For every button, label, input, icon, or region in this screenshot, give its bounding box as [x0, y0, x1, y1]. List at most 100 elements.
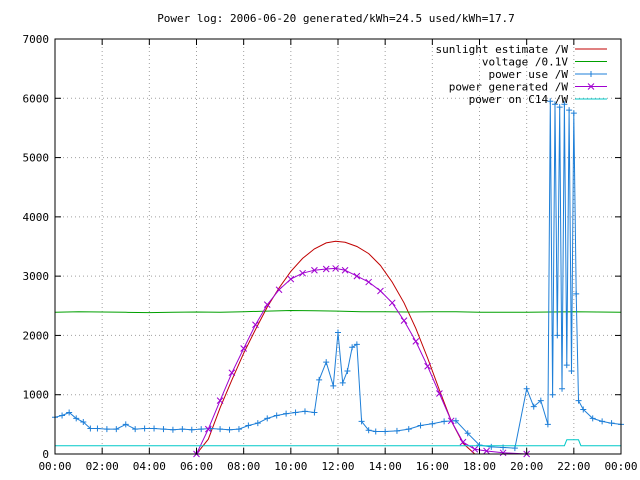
data-point: [452, 417, 459, 424]
data-point: [587, 83, 595, 90]
data-point: [66, 409, 73, 416]
data-point: [561, 101, 568, 108]
series-line: [54, 101, 622, 449]
data-point: [382, 428, 389, 435]
data-point: [436, 390, 443, 397]
series-line: [55, 439, 621, 447]
data-point: [400, 317, 408, 324]
data-point: [549, 391, 556, 398]
data-point: [353, 272, 361, 280]
x-tick-label: 00:00: [604, 460, 637, 473]
data-point: [341, 266, 349, 274]
data-point: [263, 301, 271, 308]
data-point: [588, 71, 594, 77]
data-point: [599, 418, 606, 425]
series-line: [196, 267, 527, 455]
data-point: [377, 287, 384, 295]
series-0: [196, 240, 476, 455]
data-point: [575, 397, 582, 404]
data-point: [311, 266, 318, 274]
data-point: [358, 418, 365, 425]
data-point: [365, 427, 372, 434]
data-point: [217, 426, 224, 433]
data-point: [103, 426, 110, 433]
data-point: [412, 338, 420, 345]
data-point: [332, 265, 339, 272]
data-point: [580, 406, 587, 413]
data-point: [544, 421, 551, 428]
data-point: [464, 430, 471, 437]
data-point: [530, 403, 537, 410]
series-layer: [52, 98, 624, 458]
data-point: [245, 422, 252, 429]
data-point: [169, 426, 176, 433]
data-point: [292, 409, 299, 416]
data-point: [547, 98, 554, 105]
x-tick-label: 08:00: [227, 460, 260, 473]
data-point: [608, 420, 615, 427]
y-tick-label: 2000: [23, 329, 50, 342]
series-3: [193, 265, 531, 458]
data-point: [299, 269, 306, 277]
data-point: [559, 385, 566, 392]
x-tick-label: 22:00: [557, 460, 590, 473]
data-point: [551, 101, 558, 108]
data-point: [275, 286, 283, 294]
y-tick-label: 5000: [23, 152, 50, 165]
x-tick-label: 14:00: [369, 460, 402, 473]
x-tick-label: 10:00: [274, 460, 307, 473]
data-point: [216, 397, 224, 404]
y-tick-label: 6000: [23, 92, 50, 105]
data-point: [488, 443, 495, 450]
data-point: [59, 412, 66, 419]
data-point: [523, 385, 530, 392]
data-point: [264, 415, 271, 422]
data-point: [388, 299, 396, 307]
series-line: [54, 309, 622, 314]
data-point: [424, 362, 431, 370]
series-2: [52, 98, 624, 452]
data-point: [349, 344, 356, 351]
data-point: [335, 329, 341, 336]
data-point: [240, 345, 248, 352]
legend-label: power use /W: [489, 68, 569, 81]
data-point: [339, 379, 346, 386]
series-1: [54, 309, 622, 314]
data-point: [568, 368, 575, 374]
data-point: [198, 426, 205, 433]
y-tick-label: 4000: [23, 211, 50, 224]
data-point: [113, 426, 120, 433]
x-tick-label: 00:00: [38, 460, 71, 473]
data-point: [323, 359, 330, 366]
data-point: [344, 368, 351, 374]
x-tick-label: 02:00: [86, 460, 119, 473]
data-point: [80, 418, 87, 425]
data-point: [204, 425, 212, 433]
data-point: [405, 426, 412, 433]
y-tick-label: 0: [42, 448, 49, 461]
data-point: [188, 426, 195, 433]
ticks: 00:00 02:00 04:00 06:00 08:00 10:00 12:00 14:00…: [23, 33, 638, 473]
x-tick-label: 12:00: [321, 460, 354, 473]
data-point: [141, 425, 148, 432]
series-4: [55, 439, 621, 447]
y-tick-label: 1000: [23, 389, 50, 402]
data-point: [330, 382, 337, 389]
data-point: [417, 422, 424, 429]
data-point: [252, 321, 259, 329]
legend-label: voltage /0.1V: [482, 56, 568, 69]
data-point: [301, 408, 308, 415]
data-point: [254, 420, 261, 427]
data-point: [537, 397, 544, 404]
data-point: [365, 278, 373, 286]
data-point: [589, 415, 596, 422]
data-point: [94, 425, 101, 432]
x-tick-label: 18:00: [463, 460, 496, 473]
data-point: [471, 445, 479, 453]
data-point: [476, 442, 483, 449]
data-point: [563, 362, 570, 369]
data-point: [316, 376, 323, 383]
data-point: [228, 369, 236, 377]
data-point: [447, 417, 455, 425]
